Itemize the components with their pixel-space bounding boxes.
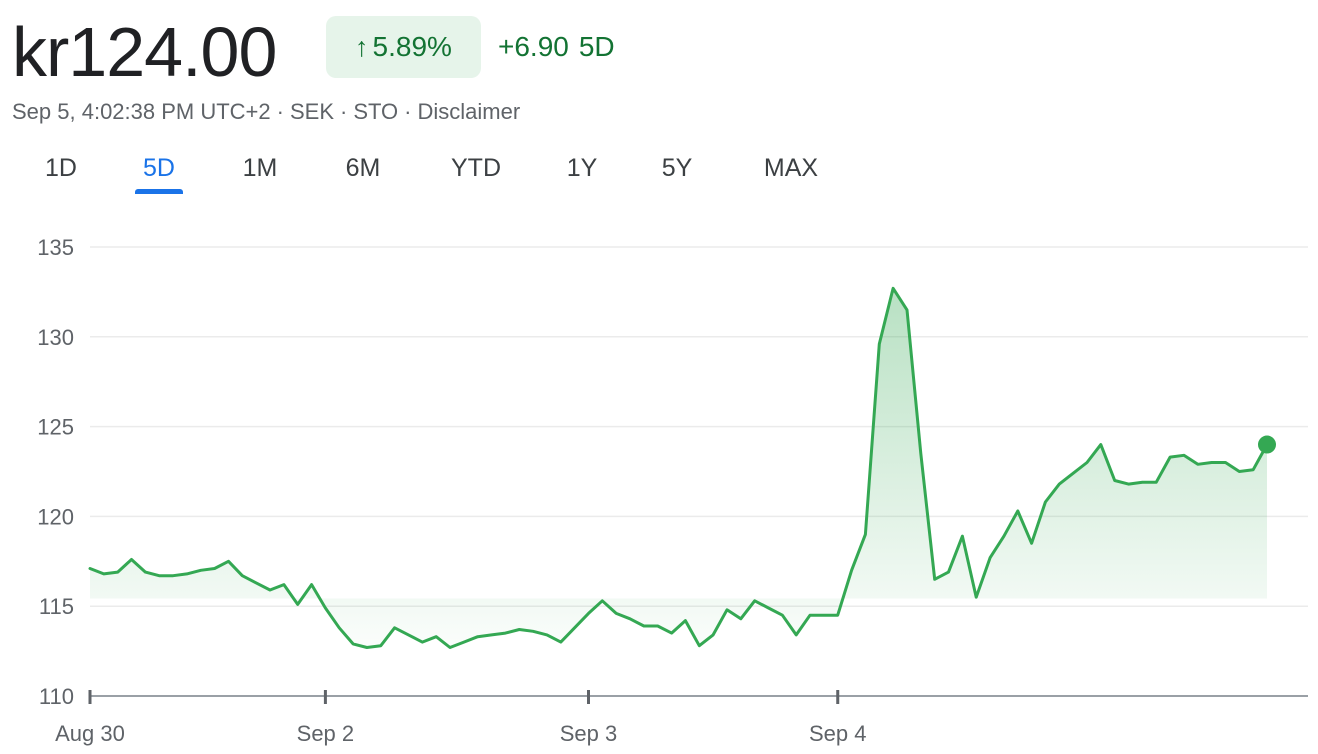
change-percent: 5.89% [372,31,452,62]
active-tab-indicator [135,189,183,194]
tab-label: 5Y [661,154,693,182]
tab-label: 1Y [566,154,598,182]
quote-timestamp: Sep 5, 4:02:38 PM UTC+2 [12,99,271,124]
y-tick-label: 115 [39,594,74,619]
x-tick-label: Aug 30 [55,721,125,746]
y-tick-label: 135 [37,235,74,260]
x-tick-label: Sep 4 [809,721,867,746]
tab-label: 1M [242,154,278,182]
tab-5d[interactable]: 5D [134,146,184,194]
y-tick-label: 110 [39,684,74,709]
price-line [88,286,1269,649]
tab-5y[interactable]: 5Y [652,146,702,190]
last-price-dot [1258,435,1276,454]
price-area [90,288,1267,648]
change-period: 5D [578,31,615,62]
tab-max[interactable]: MAX [752,146,830,190]
separator: · [276,99,284,124]
change-absolute-value: +6.90 [498,31,569,62]
price-chart[interactable]: 110 115 120 125 130 135 Aug 30 Sep 2 Sep 3 Sep 4 [0,200,1318,754]
arrow-up-icon: ↑ [355,31,369,62]
tab-label: YTD [451,154,501,182]
tab-label: 5D [143,154,175,182]
tab-1d[interactable]: 1D [36,146,86,190]
tab-1y[interactable]: 1Y [558,146,606,190]
y-tick-label: 130 [37,325,74,350]
tab-1m[interactable]: 1M [234,146,286,190]
quote-currency: SEK [289,99,334,124]
separator: · [340,99,348,124]
tab-6m[interactable]: 6M [337,146,389,190]
tab-label: MAX [763,154,819,182]
change-percent-badge: ↑ 5.89% [326,16,481,78]
disclaimer-link[interactable]: Disclaimer [417,99,521,124]
x-tick-label: Sep 2 [297,721,355,746]
x-tick-label: Sep 3 [560,721,618,746]
tab-ytd[interactable]: YTD [442,146,510,190]
tab-label: 6M [345,154,381,182]
tab-label: 1D [45,154,77,182]
quote-exchange: STO [353,99,399,124]
quote-meta: Sep 5, 4:02:38 PM UTC+2 · SEK · STO · Disclaim… [12,98,520,126]
separator: · [404,99,412,124]
y-tick-label: 125 [37,415,74,440]
change-absolute: +6.90 5D [498,30,615,64]
current-price: kr124.00 [12,13,277,91]
y-tick-label: 120 [37,504,74,529]
